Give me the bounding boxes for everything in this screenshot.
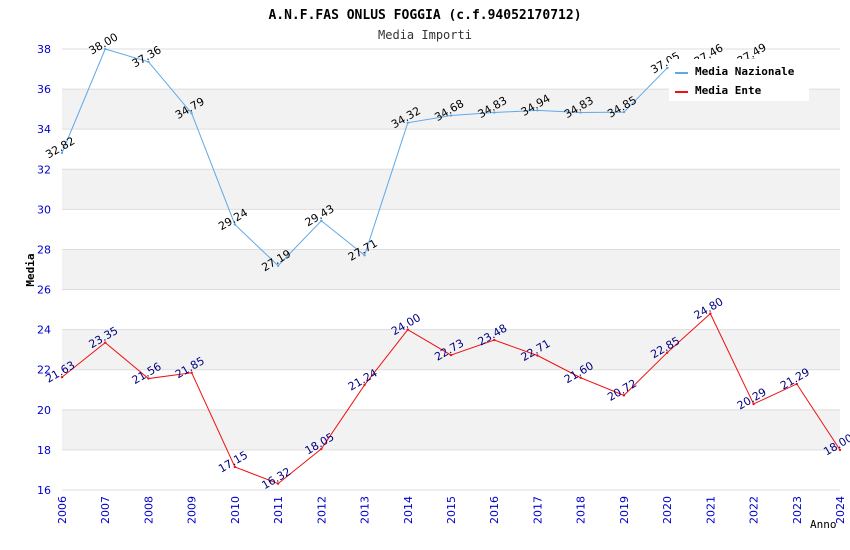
x-axis-ticks: 2006 2007 2008 2009 2010 2011 2012 2013 2014 2015… [56,496,847,524]
grid-band [62,409,840,450]
data-point-media-nazionale [276,264,280,267]
y-tick-label: 34 [37,123,51,136]
y-tick-label: 30 [37,203,51,216]
data-label-media-nazionale: 32.82 [43,134,77,161]
legend-label-media-nazionale: Media Nazionale [695,65,795,78]
x-tick-label: 2013 [359,496,372,524]
x-tick-label: 2008 [142,496,155,524]
data-label-media-ente: 24.80 [692,295,726,322]
background-bands [62,89,840,450]
legend-box [669,59,809,101]
data-point-media-ente [449,353,453,357]
data-point-media-ente [795,382,798,386]
x-axis-label: Anno [810,518,837,531]
data-point-media-ente [363,383,366,387]
x-tick-label: 2019 [618,496,631,524]
data-point-media-ente [320,447,323,451]
data-point-media-ente [622,394,626,397]
x-tick-label: 2015 [445,496,458,524]
data-point-media-nazionale [60,151,64,155]
data-point-media-ente [709,312,712,315]
y-tick-label: 28 [37,243,51,256]
chart-title: A.N.F.FAS ONLUS FOGGIA (c.f.94052170712) [268,8,581,23]
x-tick-label: 2014 [402,496,415,524]
legend-label-media-ente: Media Ente [695,84,762,97]
x-tick-label: 2010 [229,496,242,524]
y-tick-label: 20 [37,404,51,417]
data-point-media-nazionale [449,114,453,117]
grid-band [62,329,840,370]
data-point-media-nazionale [190,112,193,115]
y-tick-label: 36 [37,83,51,96]
data-label-media-ente: 21.63 [43,359,77,386]
x-tick-label: 2024 [834,496,847,524]
data-point-media-nazionale [233,223,237,226]
x-tick-label: 2018 [575,496,588,524]
data-point-media-nazionale [665,66,669,70]
data-point-media-nazionale [536,109,539,112]
data-label-media-ente: 21.24 [346,366,380,393]
y-tick-label: 24 [37,324,51,337]
data-label-media-ente: 16.32 [259,465,293,492]
chart-subtitle: Media Importi [378,28,472,42]
data-point-media-ente [60,375,64,379]
data-point-media-ente [536,354,539,357]
y-tick-label: 22 [37,364,51,377]
series-lines [60,47,842,485]
data-point-media-nazionale [320,219,323,222]
x-tick-label: 2022 [748,496,761,524]
data-point-media-ente [665,351,669,354]
data-point-media-ente [233,465,237,469]
x-tick-label: 2017 [531,496,544,524]
data-label-media-ente: 20.72 [605,377,639,404]
y-axis-label: Media [24,253,37,286]
y-tick-label: 38 [37,43,51,56]
x-tick-label: 2023 [791,496,804,524]
data-point-media-ente [752,402,755,406]
x-tick-label: 2012 [315,496,328,524]
data-point-media-nazionale [579,111,582,114]
x-tick-label: 2009 [186,496,199,524]
x-tick-label: 2011 [272,496,285,524]
y-tick-label: 26 [37,284,51,297]
data-point-media-nazionale [493,111,496,114]
x-tick-label: 2006 [56,496,69,524]
data-point-media-nazionale [104,47,107,51]
data-point-media-ente [493,338,496,342]
data-point-media-ente [838,448,842,452]
data-point-media-nazionale [363,254,366,257]
x-tick-label: 2016 [488,496,501,524]
data-point-media-ente [406,328,409,331]
y-tick-label: 16 [37,484,51,497]
series-line-media-nazionale [61,48,754,267]
legend: Media Nazionale Media Ente [669,59,809,101]
grid-band [62,169,840,210]
y-tick-label: 18 [37,444,51,457]
x-tick-label: 2021 [704,496,717,524]
data-point-media-ente [104,341,107,344]
x-tick-label: 2007 [99,496,112,524]
data-label-media-nazionale: 29.24 [216,206,250,233]
y-tick-label: 32 [37,163,51,176]
y-axis-ticks: 16 18 20 22 24 26 28 30 32 34 36 38 [37,43,51,497]
data-label-media-nazionale: 37.36 [130,43,164,70]
data-point-media-nazionale [147,60,150,64]
data-point-media-nazionale [406,121,409,124]
data-point-media-ente [147,377,150,380]
data-point-media-ente [579,376,582,379]
x-tick-label: 2020 [661,496,674,524]
data-label-media-ente: 17.15 [216,448,250,475]
data-point-media-ente [190,371,193,374]
data-point-media-nazionale [622,110,626,114]
grid-lines [62,48,840,491]
data-point-media-ente [276,482,280,485]
grid-band [62,249,840,290]
data-label-media-ente: 20.29 [735,385,769,412]
